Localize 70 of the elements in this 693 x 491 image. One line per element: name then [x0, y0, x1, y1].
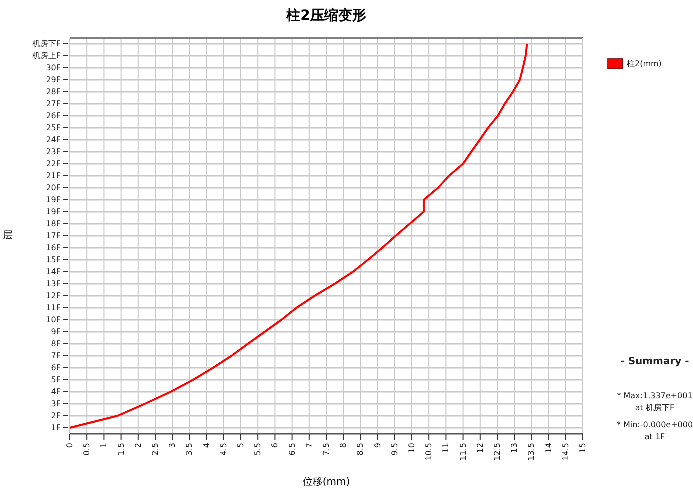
x-tick-label: 8.5	[356, 443, 366, 456]
y-tick-label: 21F	[46, 172, 62, 180]
x-tick-label: 11.5	[458, 443, 468, 461]
x-tick-label: 11	[442, 443, 451, 454]
x-tick-label: 7.5	[322, 443, 331, 456]
legend: 柱2(mm)	[608, 58, 662, 70]
x-tick-label: 6.5	[288, 443, 297, 456]
y-tick-label: 25F	[46, 124, 62, 132]
x-tick-label: 1.5	[116, 443, 126, 456]
y-tick-label: 29F	[46, 76, 62, 84]
y-tick-label: 30F	[46, 64, 62, 72]
y-tick-label: 27F	[46, 100, 62, 108]
y-tick-label: 5F	[51, 376, 62, 384]
x-tick-label: 2.5	[151, 443, 160, 456]
x-tick-label: 0.5	[82, 443, 92, 456]
x-tick-label: 10	[408, 443, 416, 454]
x-tick-label: 13	[510, 443, 520, 454]
x-tick-label: 6	[270, 443, 280, 448]
y-tick-label: 23F	[46, 148, 62, 156]
x-tick-label: 8	[339, 443, 348, 448]
y-tick-label: 8F	[51, 340, 62, 348]
y-tick-label: 28F	[46, 88, 62, 96]
y-tick-label: 1F	[51, 424, 62, 432]
y-tick-label: 机房上F	[32, 52, 62, 60]
y-tick-label: 24F	[46, 136, 62, 144]
legend-label: 柱2(mm)	[627, 60, 662, 68]
y-tick-label: 7F	[51, 352, 62, 360]
y-tick-label: 22F	[46, 160, 62, 168]
x-tick-label: 14.5	[561, 443, 570, 461]
x-tick-label: 4	[202, 443, 212, 448]
x-tick-label: 2	[134, 443, 143, 448]
y-tick-label: 6F	[51, 364, 62, 372]
y-tick-label: 3F	[51, 400, 62, 408]
y-tick-label: 机房下F	[32, 40, 62, 48]
x-tick-label: 5	[236, 443, 246, 448]
x-tick-label: 15	[578, 443, 588, 454]
x-tick-label: 3.5	[185, 443, 194, 456]
y-tick-label: 17F	[46, 232, 62, 240]
y-tick-label: 10F	[46, 316, 62, 324]
x-tick-label: 4.5	[219, 443, 228, 456]
x-tick-label: 9	[373, 443, 382, 448]
x-tick-label: 7	[304, 443, 314, 448]
y-tick-label: 26F	[46, 112, 62, 120]
y-tick-label: 20F	[46, 184, 62, 192]
x-tick-label: 10.5	[424, 443, 434, 461]
y-tick-label: 13F	[46, 280, 62, 288]
y-tick-label: 18F	[46, 220, 62, 228]
chart-title: 柱2压缩变形	[286, 7, 366, 24]
y-tick-label: 2F	[51, 412, 62, 420]
x-tick-label: 3	[168, 443, 178, 448]
summary: - Summary - * Max:1.337e+001 at 机房下F * Min:-0.000e+000 at 1F	[616, 356, 693, 442]
x-tick-label: 5.5	[254, 443, 263, 456]
x-tick-label: 12.5	[493, 443, 502, 461]
x-tick-label: 0	[66, 443, 74, 448]
x-tick-label: 13.5	[527, 443, 536, 461]
y-tick-label: 4F	[51, 388, 62, 396]
y-tick-label: 14F	[46, 268, 62, 276]
x-tick-label: 9.5	[390, 443, 400, 456]
y-tick-label: 16F	[46, 244, 62, 252]
x-tick-label: 14	[544, 443, 554, 454]
x-axis-title: 位移(mm)	[302, 476, 350, 488]
x-tick-label: 1	[100, 443, 109, 448]
y-tick-label: 11F	[46, 304, 62, 312]
y-tick-label: 9F	[51, 328, 62, 336]
y-tick-label: 12F	[46, 292, 62, 300]
y-tick-label: 15F	[46, 256, 62, 264]
y-axis-title: 层	[3, 230, 13, 242]
x-tick-label: 12	[476, 443, 485, 454]
y-tick-label: 19F	[46, 196, 62, 204]
y-tick-label: 19F	[46, 208, 62, 216]
